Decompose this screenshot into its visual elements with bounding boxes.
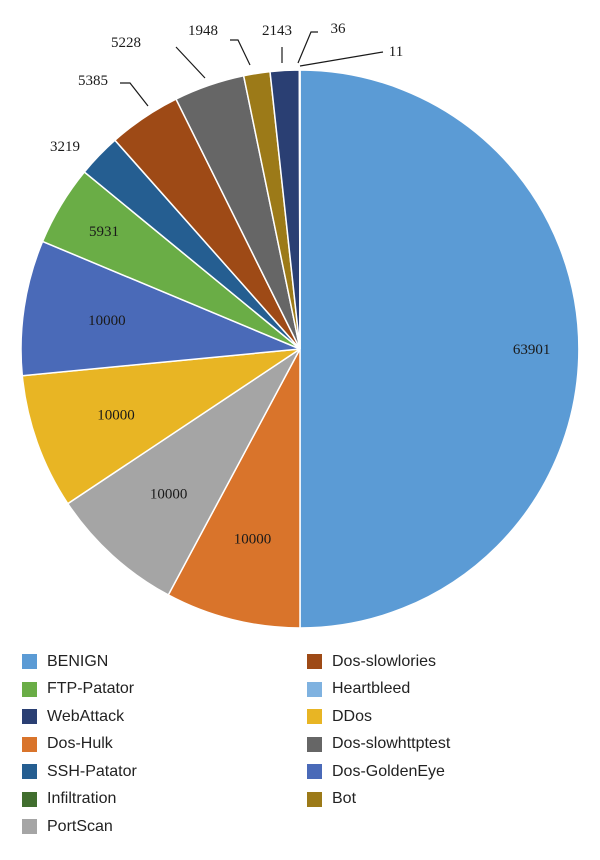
legend-label: Bot — [332, 790, 357, 808]
legend-label: Heartbleed — [332, 680, 411, 698]
legend-item-bot: Bot — [307, 786, 577, 814]
data-label-dos-hulk: 10000 — [234, 531, 272, 547]
legend-label: DDos — [332, 707, 373, 725]
legend-swatch — [307, 791, 322, 807]
legend-item-portscan: PortScan — [22, 813, 307, 841]
legend-swatch — [22, 819, 37, 835]
legend-item-heartbleed: Heartbleed — [307, 676, 577, 704]
data-label-dos-slowhttptest: 5228 — [111, 35, 141, 51]
legend-label: SSH-Patator — [47, 762, 137, 780]
legend-label: Dos-slowhttptest — [332, 735, 451, 753]
legend-swatch — [307, 736, 322, 752]
legend-label: Infiltration — [47, 790, 117, 808]
pie-slice-ddos — [21, 348, 301, 505]
pie-slice-dos-hulk — [167, 348, 301, 629]
legend-item-ftp-patator: FTP-Patator — [22, 676, 307, 704]
legend-label: Dos-Hulk — [47, 735, 113, 753]
legend-item-dos-slowhttptest: Dos-slowhttptest — [307, 731, 577, 759]
leader-line — [120, 82, 149, 107]
legend-label: PortScan — [47, 817, 113, 835]
legend-item-dos-hulk: Dos-Hulk — [22, 731, 307, 759]
legend-label: BENIGN — [47, 652, 109, 670]
legend-swatch — [22, 791, 37, 807]
data-label-dos-slowlories: 5385 — [78, 73, 108, 89]
leader-line — [230, 39, 251, 66]
leader-line — [175, 46, 206, 79]
data-label-ssh-patator: 3219 — [50, 139, 80, 155]
data-label-heartbleed: 11 — [389, 44, 403, 60]
data-label-infiltration: 36 — [331, 21, 347, 37]
data-label-ftp-patator: 5931 — [89, 224, 119, 240]
pie-slice-dos-goldeneye — [20, 240, 301, 377]
data-label-benign: 63901 — [513, 342, 551, 358]
legend-item-benign: BENIGN — [22, 648, 307, 676]
legend-label: Dos-slowlories — [332, 652, 437, 670]
legend-item-dos-goldeneye: Dos-GoldenEye — [307, 758, 577, 786]
legend-label: WebAttack — [47, 707, 125, 725]
legend-label: Dos-GoldenEye — [332, 762, 445, 780]
data-label-dos-goldeneye: 10000 — [88, 313, 126, 329]
legend-swatch — [307, 764, 322, 780]
legend: BENIGN FTP-Patator WebAttack Dos-Hulk SSH-Pa… — [22, 648, 582, 841]
pie-chart: 63901 10000 10000 10000 10000 5931 3219 5385 522… — [20, 21, 580, 629]
data-label-ddos: 10000 — [97, 407, 135, 423]
legend-swatch — [22, 709, 37, 725]
leader-line — [299, 51, 384, 67]
pie-slice-benign — [299, 69, 580, 629]
legend-swatch — [22, 736, 37, 752]
legend-swatch — [22, 764, 37, 780]
legend-swatch — [22, 681, 37, 697]
data-label-portscan: 10000 — [150, 487, 188, 503]
data-label-bot: 1948 — [188, 23, 218, 39]
legend-swatch — [307, 709, 322, 725]
leader-line — [297, 31, 318, 64]
legend-swatch — [307, 654, 322, 670]
legend-item-infiltration: Infiltration — [22, 786, 307, 814]
legend-label: FTP-Patator — [47, 680, 135, 698]
data-label-webattack: 2143 — [262, 23, 292, 39]
legend-item-ssh-patator: SSH-Patator — [22, 758, 307, 786]
legend-swatch — [307, 681, 322, 697]
legend-item-ddos: DDos — [307, 703, 577, 731]
legend-swatch — [22, 654, 37, 670]
pie-slice-portscan — [66, 348, 301, 596]
legend-item-dos-slowlories: Dos-slowlories — [307, 648, 577, 676]
legend-item-webattack: WebAttack — [22, 703, 307, 731]
